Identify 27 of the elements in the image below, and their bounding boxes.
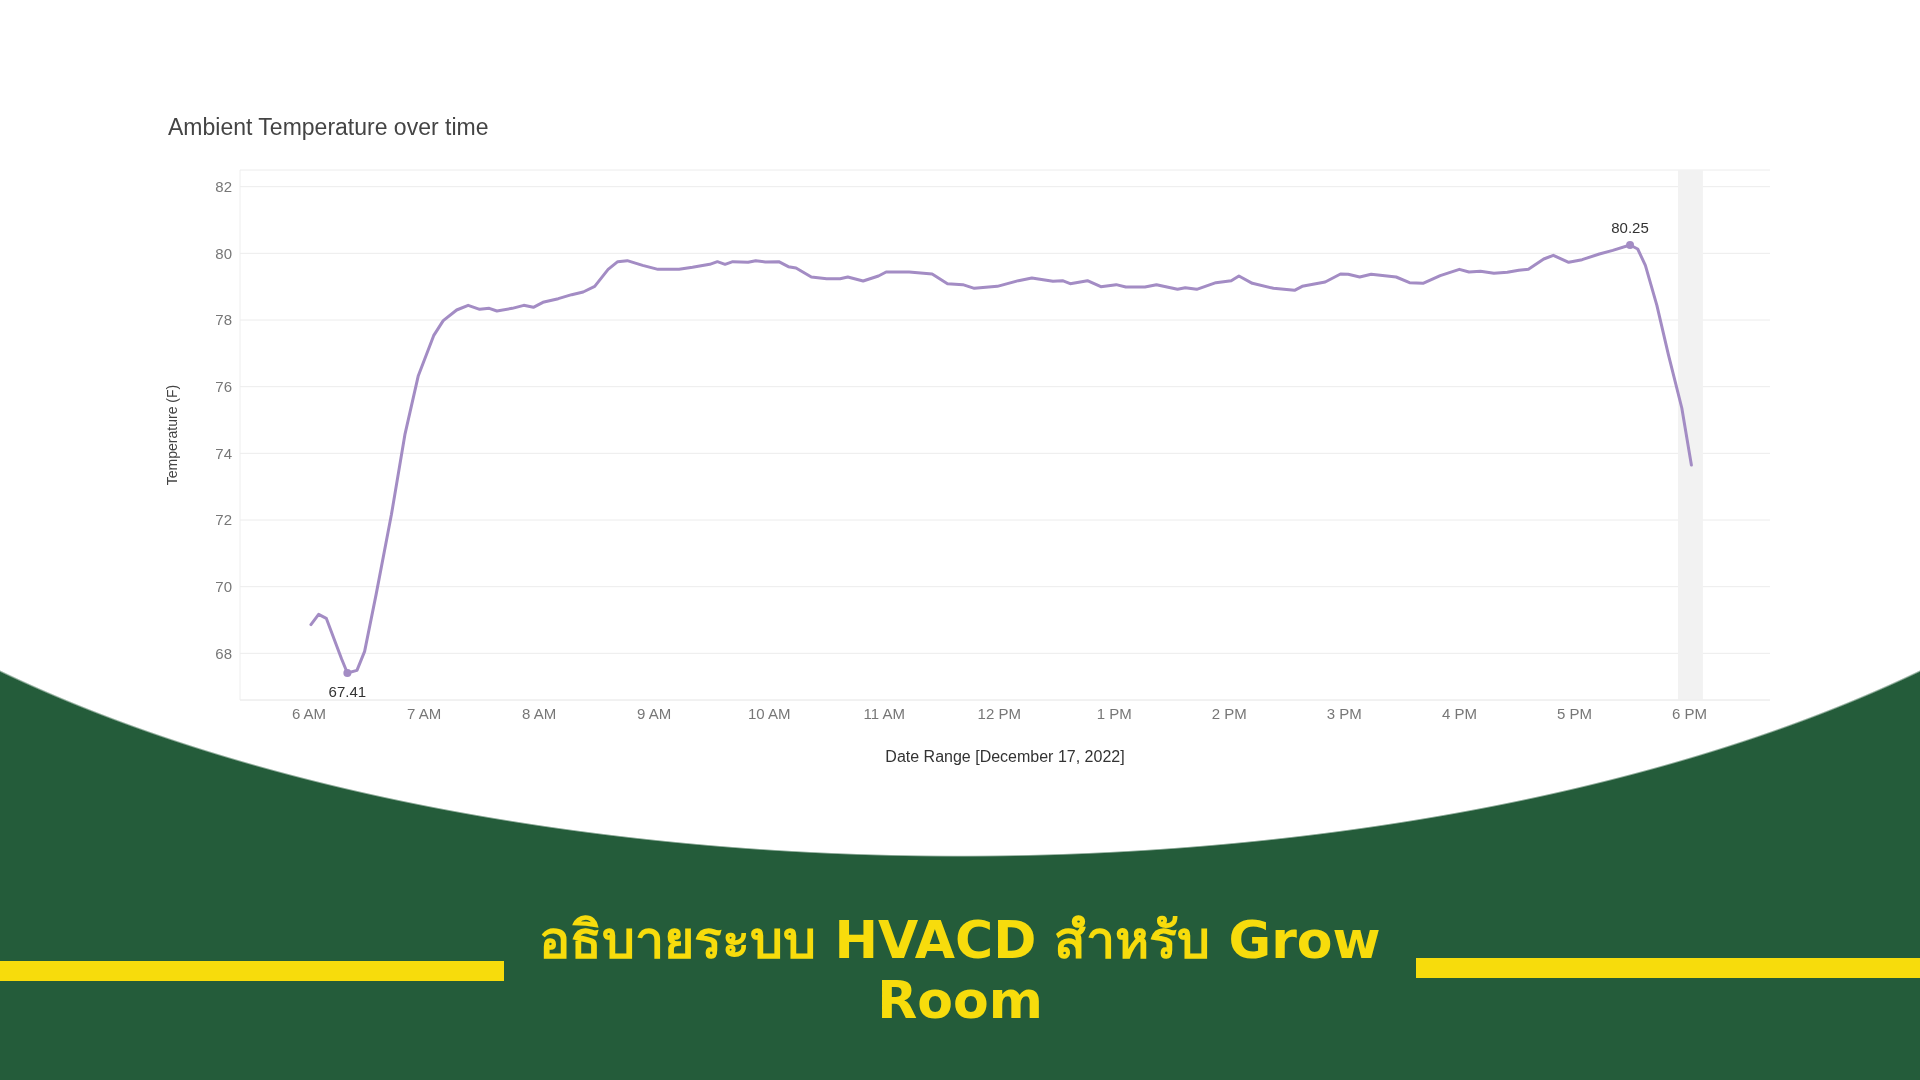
y-tick-label: 70	[215, 577, 232, 595]
y-tick-label: 80	[215, 244, 232, 262]
y-tick-label: 78	[215, 311, 232, 329]
x-tick-label: 11 AM	[863, 704, 905, 722]
x-axis-title: Date Range [December 17, 2022]	[885, 748, 1125, 765]
data-label: 67.41	[328, 683, 367, 700]
y-tick-label: 68	[215, 644, 232, 662]
data-label: 80.25	[1611, 219, 1649, 236]
x-tick-label: 6 AM	[291, 704, 327, 722]
x-tick-label: 5 PM	[1556, 704, 1592, 722]
x-tick-label: 1 PM	[1096, 704, 1132, 722]
x-tick-label: 8 AM	[522, 704, 557, 722]
text: อธิบายระบบ HVACD สำหรับ Grow Room	[538, 910, 1382, 1030]
y-axis-title: Temperature (F)	[163, 384, 180, 486]
chart-title: Ambient Temperature over time	[168, 114, 489, 141]
x-tick-label: 2 PM	[1211, 704, 1247, 722]
y-tick-label: 74	[215, 444, 232, 462]
x-tick-label: 3 PM	[1326, 704, 1362, 722]
x-tick-label: 10 AM	[747, 704, 791, 722]
x-tick-label: 4 PM	[1441, 704, 1477, 722]
x-tick-label: 12 PM	[977, 704, 1021, 722]
y-tick-label: 76	[215, 377, 232, 395]
x-tick-label: 9 AM	[637, 704, 672, 722]
x-tick-label: 6 PM	[1671, 704, 1707, 722]
x-tick-label: 7 AM	[406, 704, 442, 722]
y-tick-label: 72	[215, 511, 232, 529]
y-tick-label: 82	[215, 177, 232, 195]
